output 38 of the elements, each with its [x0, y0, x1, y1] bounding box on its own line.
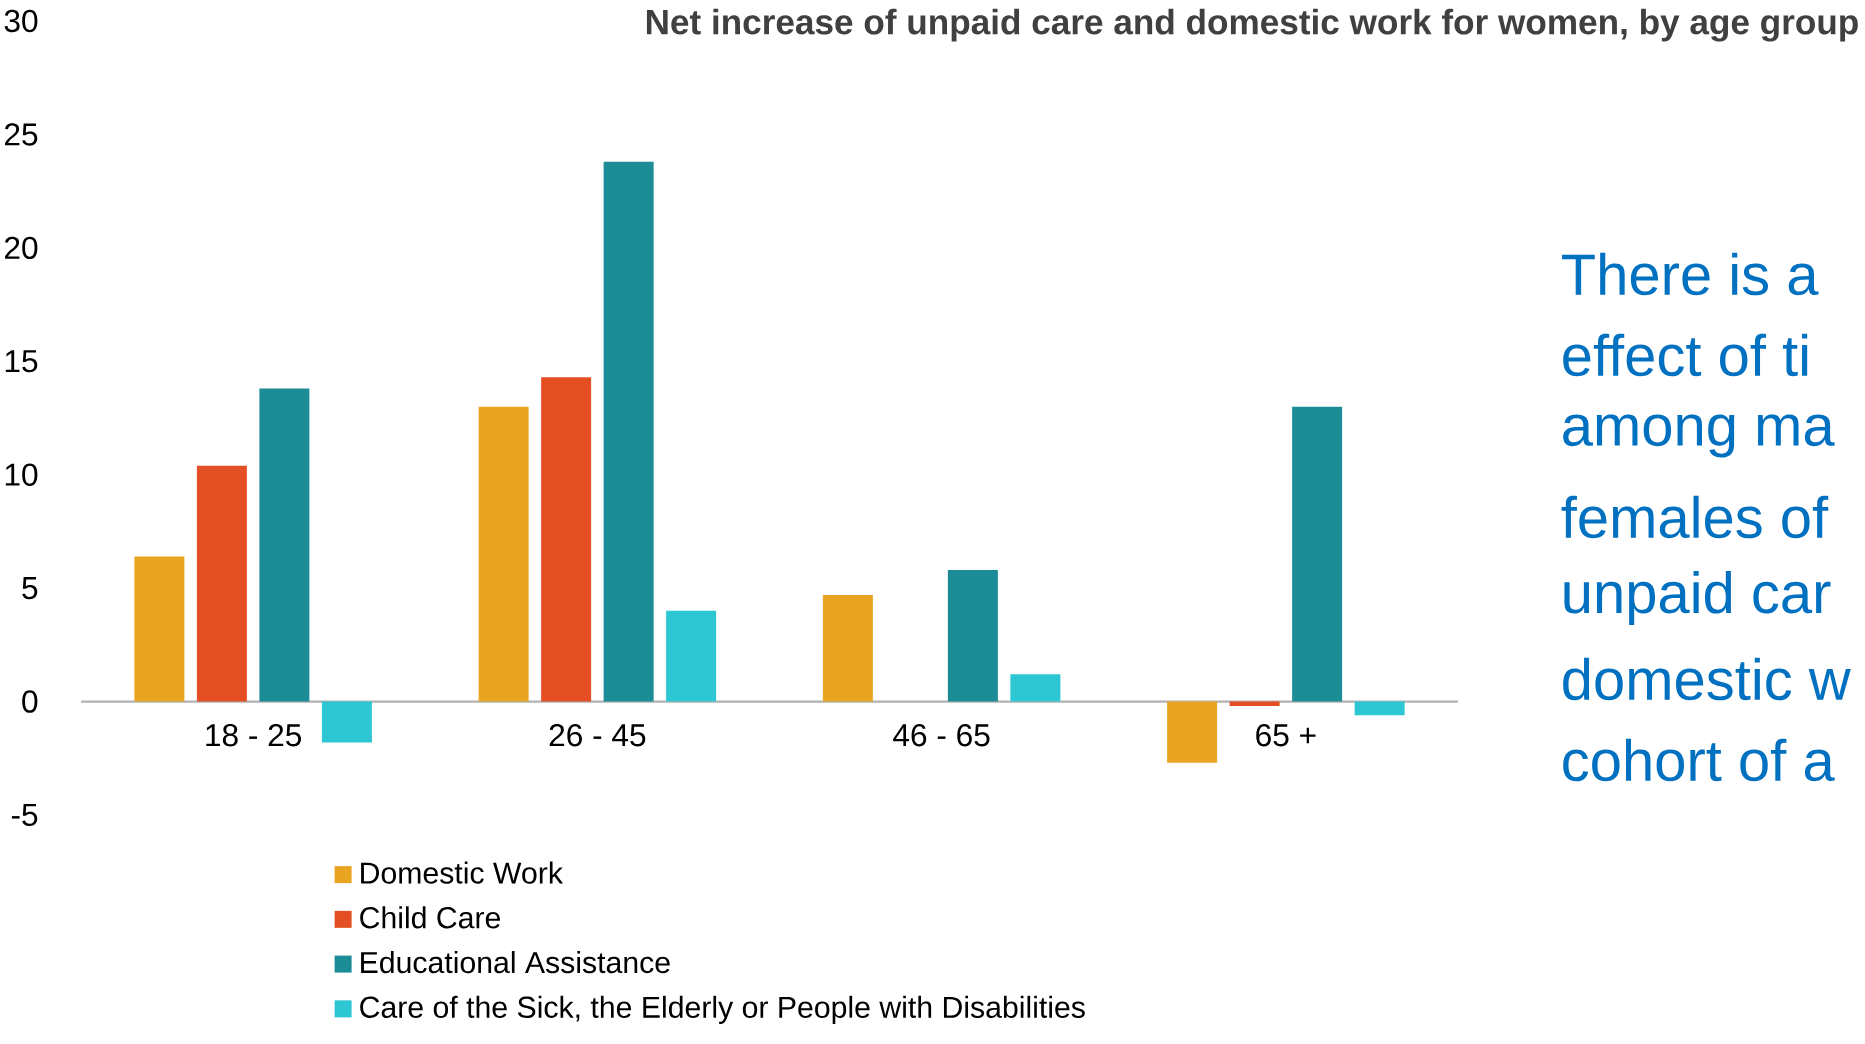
x-tick-label: 46 - 65 — [893, 723, 990, 747]
bar — [1354, 701, 1405, 716]
y-tick-label: -5 — [11, 803, 38, 827]
x-tick-label: 26 - 45 — [549, 723, 646, 747]
legend-label: Domestic Work — [361, 861, 563, 884]
bar — [603, 161, 654, 702]
bar — [822, 594, 873, 702]
text: females of — [1561, 495, 1829, 539]
x-tick-label: 18 - 25 — [206, 723, 302, 747]
bar — [134, 556, 185, 702]
legend-label: Child Care — [360, 906, 500, 929]
text: There is a — [1562, 252, 1819, 296]
bar — [321, 701, 372, 743]
y-tick-label: 0 — [22, 690, 38, 713]
text: effect of ti — [1563, 333, 1808, 377]
y-tick-label: 30 — [4, 9, 38, 33]
y-tick-label: 10 — [5, 463, 38, 486]
bar — [541, 377, 592, 702]
y-tick-label: 15 — [5, 350, 38, 373]
legend-label: Educational Assistance — [361, 951, 670, 974]
bar — [666, 610, 717, 702]
x-tick-label: 65 + — [1256, 723, 1316, 747]
y-tick-label: 25 — [5, 123, 38, 146]
bar — [947, 570, 998, 702]
text: cohort of a — [1563, 738, 1835, 782]
text: unpaid car — [1564, 570, 1831, 626]
bar — [1167, 701, 1218, 763]
bar — [1010, 674, 1061, 702]
y-tick-label: 20 — [5, 236, 38, 260]
bar — [1292, 406, 1343, 702]
bar — [259, 388, 310, 702]
text: domestic w — [1563, 657, 1851, 701]
bar — [478, 406, 529, 702]
bar — [196, 465, 247, 702]
chart-title: Net increase of unpaid care and domestic work for women, by age group — [646, 8, 1858, 42]
text: among ma — [1563, 414, 1835, 458]
legend-label: Care of the Sick, the Elderly or People with Disabilities — [360, 995, 1085, 1024]
y-tick-label: 5 — [22, 577, 38, 600]
